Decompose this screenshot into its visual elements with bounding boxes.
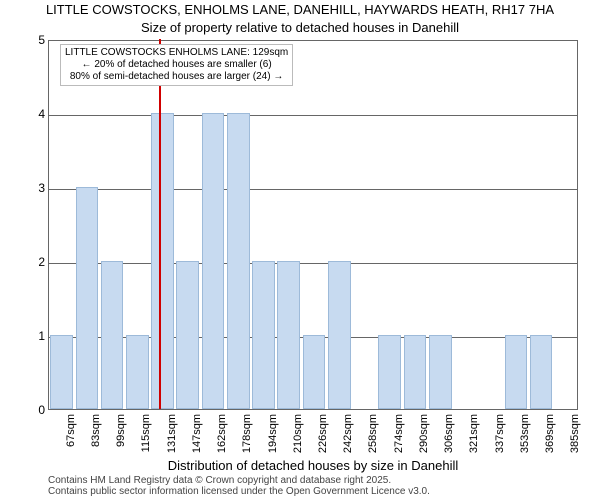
- xtick-label: 194sqm: [267, 414, 279, 474]
- bar: [277, 261, 300, 409]
- bar: [176, 261, 199, 409]
- xtick-label: 115sqm: [140, 414, 152, 474]
- annotation-line1: LITTLE COWSTOCKS ENHOLMS LANE: 129sqm: [65, 47, 288, 59]
- annotation-line2: ← 20% of detached houses are smaller (6): [65, 59, 288, 71]
- xtick-label: 290sqm: [418, 414, 430, 474]
- footer-line2: Contains public sector information licen…: [48, 486, 578, 497]
- bar: [252, 261, 275, 409]
- footer-line1: Contains HM Land Registry data © Crown c…: [48, 475, 578, 486]
- bar: [202, 113, 225, 409]
- xtick-label: 385sqm: [569, 414, 581, 474]
- bar: [50, 335, 73, 409]
- chart-title-line1: LITTLE COWSTOCKS, ENHOLMS LANE, DANEHILL…: [0, 2, 600, 17]
- gridline: [49, 115, 577, 116]
- ytick-label: 4: [5, 107, 45, 121]
- xtick-label: 210sqm: [292, 414, 304, 474]
- bar: [429, 335, 452, 409]
- xtick-label: 369sqm: [544, 414, 556, 474]
- bar: [303, 335, 326, 409]
- ytick-label: 3: [5, 181, 45, 195]
- bar: [530, 335, 553, 409]
- gridline: [49, 189, 577, 190]
- highlight-annotation: LITTLE COWSTOCKS ENHOLMS LANE: 129sqm ← …: [60, 44, 293, 86]
- xtick-label: 83sqm: [90, 414, 102, 474]
- annotation-line3: 80% of semi-detached houses are larger (…: [65, 71, 288, 83]
- ytick-label: 0: [5, 403, 45, 417]
- ytick-label: 2: [5, 255, 45, 269]
- xtick-label: 242sqm: [342, 414, 354, 474]
- xtick-label: 226sqm: [317, 414, 329, 474]
- xtick-label: 321sqm: [468, 414, 480, 474]
- bar: [151, 113, 174, 409]
- xtick-label: 258sqm: [367, 414, 379, 474]
- bar: [505, 335, 528, 409]
- footer-attribution: Contains HM Land Registry data © Crown c…: [48, 475, 578, 497]
- bar: [227, 113, 250, 409]
- xtick-label: 67sqm: [65, 414, 77, 474]
- bar: [404, 335, 427, 409]
- xtick-label: 131sqm: [166, 414, 178, 474]
- bar: [101, 261, 124, 409]
- bar: [328, 261, 351, 409]
- xtick-label: 178sqm: [241, 414, 253, 474]
- gridline: [49, 263, 577, 264]
- ytick-label: 5: [5, 33, 45, 47]
- xtick-label: 99sqm: [115, 414, 127, 474]
- plot-area: [48, 40, 578, 410]
- xtick-label: 306sqm: [443, 414, 455, 474]
- xtick-label: 274sqm: [393, 414, 405, 474]
- bar: [378, 335, 401, 409]
- bar: [126, 335, 149, 409]
- xtick-label: 353sqm: [519, 414, 531, 474]
- highlight-line: [159, 39, 161, 409]
- ytick-label: 1: [5, 329, 45, 343]
- xtick-label: 162sqm: [216, 414, 228, 474]
- xtick-label: 337sqm: [494, 414, 506, 474]
- bar: [76, 187, 99, 409]
- xtick-label: 147sqm: [191, 414, 203, 474]
- chart-title-line2: Size of property relative to detached ho…: [0, 20, 600, 35]
